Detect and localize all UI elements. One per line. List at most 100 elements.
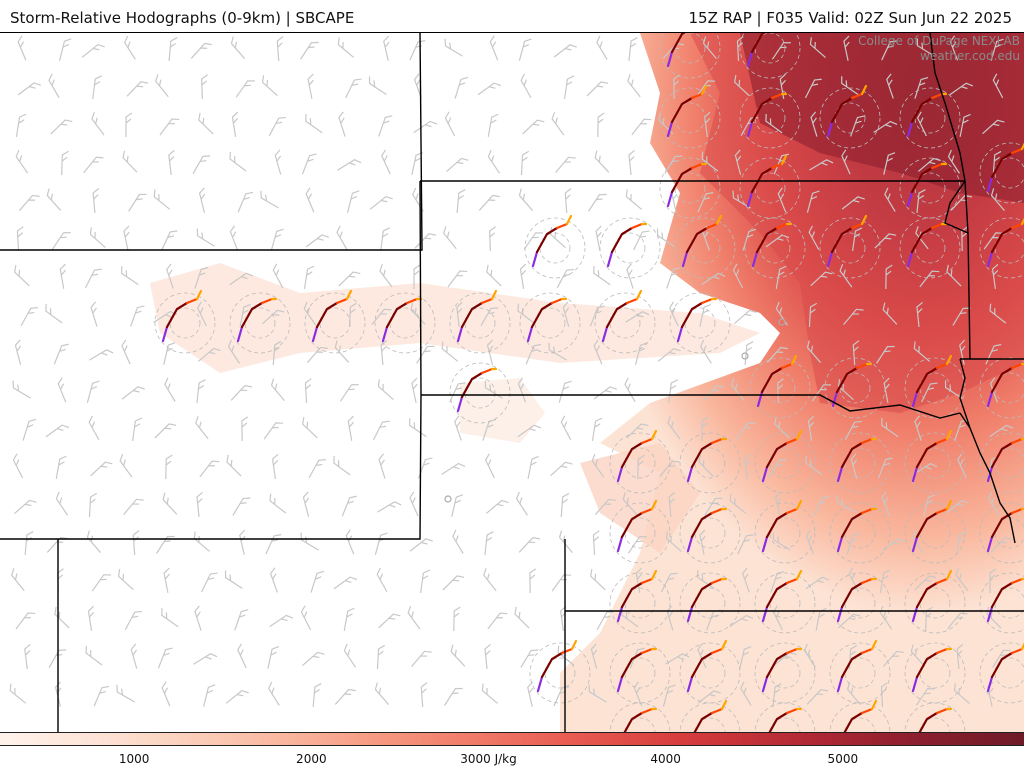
hodograph <box>911 354 953 408</box>
hodograph <box>986 642 1024 693</box>
hodograph-segment <box>915 651 939 679</box>
wind-barb <box>58 38 72 61</box>
hodograph-segment <box>911 535 919 553</box>
wind-barb <box>444 687 463 706</box>
hodograph <box>526 297 568 343</box>
hodograph-segment <box>690 511 714 539</box>
hodograph-rings <box>154 33 1024 733</box>
wind-barb <box>772 532 791 551</box>
wind-barb <box>740 681 752 706</box>
hodograph-ring <box>829 432 891 494</box>
wind-barb <box>697 192 714 213</box>
hodograph-segment <box>710 707 724 715</box>
hodograph-ring <box>904 572 966 634</box>
wind-barb <box>416 345 435 364</box>
hodograph-ring <box>979 502 1024 564</box>
wind-barb <box>593 339 603 365</box>
hodograph-ring <box>904 702 966 733</box>
hodograph-ring <box>544 657 576 689</box>
hodograph <box>911 569 953 623</box>
hodograph-ring <box>819 87 881 149</box>
wind-barb <box>591 417 603 441</box>
wind-barb <box>564 75 575 99</box>
wind-barb <box>956 644 964 670</box>
hodograph-segment <box>456 325 464 343</box>
hodograph-segment <box>990 581 1014 609</box>
hodograph-segment <box>761 465 769 483</box>
hodograph-ring <box>914 102 946 134</box>
wind-barb <box>196 228 215 247</box>
hodograph-ring <box>609 572 671 634</box>
wind-barb <box>729 493 747 514</box>
wind-barb <box>668 492 676 518</box>
wind-barb <box>163 567 170 593</box>
wind-barb <box>153 189 171 210</box>
wind-barb <box>163 342 176 365</box>
wind-barb <box>772 605 783 631</box>
wind-barb <box>515 491 528 516</box>
wind-barb <box>241 416 249 442</box>
wind-barb <box>54 681 62 707</box>
hodograph-segment <box>935 362 949 370</box>
hodograph-ring <box>994 232 1024 264</box>
wind-barb <box>992 150 1002 176</box>
wind-barb <box>383 35 390 61</box>
wind-barb <box>956 531 966 555</box>
wind-barb <box>665 531 682 553</box>
wind-barb <box>443 226 457 250</box>
hodograph-segment <box>767 711 789 733</box>
wind-barb <box>235 80 255 98</box>
wind-barb <box>701 272 726 286</box>
wind-barb <box>413 264 421 289</box>
wind-barb <box>369 196 393 210</box>
wind-barb <box>343 607 355 631</box>
wind-barb <box>807 415 815 441</box>
hodograph-segment <box>830 96 854 124</box>
wind-barb <box>201 572 218 593</box>
wind-barb <box>456 189 466 214</box>
hodograph-segment <box>601 325 609 343</box>
hodograph-segment <box>860 84 868 96</box>
wind-barb <box>45 424 70 438</box>
wind-barb <box>841 196 865 210</box>
hodograph <box>606 222 648 268</box>
station-markers <box>444 318 786 503</box>
hodograph-segment <box>385 301 409 329</box>
wind-barb <box>260 190 279 209</box>
wind-barb <box>624 377 636 402</box>
wind-barb <box>596 35 608 60</box>
wind-barb <box>805 455 823 476</box>
wind-barb <box>628 37 638 62</box>
wind-barb <box>199 460 220 478</box>
hodograph-ring <box>844 447 876 479</box>
wind-barb <box>779 73 786 99</box>
wind-barb <box>16 226 24 252</box>
wind-barb <box>306 346 328 363</box>
wind-barb <box>990 38 1004 61</box>
wind-barb <box>379 264 393 288</box>
hodograph-segment <box>666 50 674 68</box>
hodograph-ring <box>824 357 886 419</box>
hodograph-segment <box>676 325 684 343</box>
wind-barb <box>88 415 100 441</box>
hodograph-ring <box>904 502 966 564</box>
hodograph-segment <box>915 581 939 609</box>
wind-barb <box>914 415 922 441</box>
hodograph-ring <box>374 292 436 354</box>
wind-barb <box>162 492 178 515</box>
wind-barb <box>17 35 27 61</box>
wind-barb <box>772 683 782 708</box>
hodograph-ring <box>684 307 716 339</box>
hodograph-ring <box>979 642 1024 704</box>
hodograph-segment <box>650 499 658 511</box>
hodograph <box>746 154 788 208</box>
wind-barb <box>409 40 426 61</box>
wind-barb <box>272 263 284 289</box>
hodograph-ring <box>319 307 351 339</box>
hodograph-ring <box>669 292 731 354</box>
wind-barb <box>48 649 67 668</box>
colorbar-tick-label: 4000 <box>650 752 681 766</box>
wind-barb <box>407 605 421 630</box>
wind-barb <box>486 339 494 365</box>
wind-barb <box>560 492 570 518</box>
